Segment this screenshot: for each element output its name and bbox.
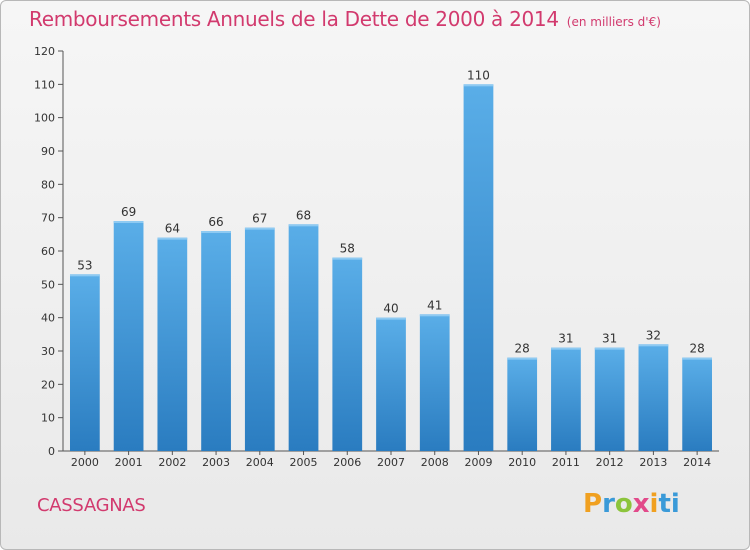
bar-highlight	[332, 257, 363, 260]
x-tick-label: 2014	[683, 456, 711, 469]
x-tick-label: 2008	[421, 456, 449, 469]
y-tick-label: 90	[41, 145, 55, 158]
bar	[288, 224, 319, 451]
data-label: 68	[296, 208, 311, 222]
bars	[69, 84, 713, 451]
y-tick-label: 40	[41, 312, 55, 325]
bar-highlight	[507, 357, 538, 360]
x-tick-label: 2010	[508, 456, 536, 469]
bar-highlight	[376, 317, 406, 320]
x-tick-label: 2011	[552, 456, 580, 469]
x-tick-label: 2002	[158, 456, 186, 469]
bar-highlight	[244, 227, 275, 230]
logo-letter: o	[614, 489, 633, 519]
data-label: 53	[77, 258, 92, 272]
data-label: 28	[689, 342, 704, 356]
proxiti-logo: Proxiti	[583, 489, 680, 519]
bar	[332, 257, 363, 451]
bar	[463, 84, 494, 451]
x-tick-label: 2006	[333, 456, 361, 469]
data-label: 66	[208, 215, 223, 229]
bar	[594, 347, 625, 451]
y-tick-label: 110	[34, 78, 55, 91]
logo-letter: P	[583, 489, 603, 519]
x-tick-label: 2012	[596, 456, 624, 469]
x-tick-label: 2001	[115, 456, 143, 469]
data-label: 28	[515, 342, 530, 356]
y-tick-label: 100	[34, 112, 55, 125]
bar	[157, 237, 188, 451]
y-tick-label: 70	[41, 212, 55, 225]
logo-letter: ti	[658, 489, 680, 519]
bar	[69, 274, 100, 451]
logo-letter: r	[602, 489, 615, 519]
data-label: 40	[383, 302, 398, 316]
bar	[551, 347, 581, 451]
commune-name: CASSAGNAS	[37, 495, 146, 516]
bar-highlight	[594, 347, 625, 350]
y-tick-label: 0	[48, 445, 55, 458]
x-tick-label: 2004	[246, 456, 274, 469]
bar	[638, 344, 669, 451]
bar-highlight	[551, 347, 581, 350]
bar-highlight	[419, 314, 450, 317]
bar-highlight	[201, 231, 231, 233]
bar-highlight	[113, 221, 144, 223]
y-tick-label: 50	[41, 278, 55, 291]
x-tick-label: 2003	[202, 456, 230, 469]
data-label: 58	[340, 242, 355, 256]
chart-title-text: Remboursements Annuels de la Dette de 20…	[29, 7, 559, 31]
chart-title: Remboursements Annuels de la Dette de 20…	[29, 7, 661, 31]
y-tick-label: 10	[41, 412, 55, 425]
bar	[201, 231, 231, 451]
y-tick-label: 20	[41, 378, 55, 391]
data-label: 64	[165, 222, 180, 236]
bar	[419, 314, 450, 451]
y-tick-label: 120	[34, 45, 55, 58]
bar-highlight	[463, 84, 494, 87]
logo-letter: i	[649, 489, 659, 519]
bar-highlight	[682, 357, 713, 360]
logo-letter: x	[632, 489, 650, 519]
bar	[244, 227, 275, 451]
bar-highlight	[157, 237, 188, 240]
x-tick-label: 2000	[71, 456, 99, 469]
data-label: 110	[467, 68, 490, 82]
bar-highlight	[288, 224, 319, 227]
bar	[113, 221, 144, 451]
data-label: 31	[558, 332, 573, 346]
y-tick-label: 30	[41, 345, 55, 358]
x-tick-label: 2013	[639, 456, 667, 469]
data-label: 69	[121, 205, 136, 219]
bar-highlight	[69, 274, 100, 277]
chart-subtitle: (en milliers d'€)	[566, 15, 661, 29]
bar-highlight	[638, 344, 669, 347]
data-label: 31	[602, 332, 617, 346]
data-label: 67	[252, 212, 267, 226]
y-tick-label: 60	[41, 245, 55, 258]
y-tick-label: 80	[41, 178, 55, 191]
data-label: 32	[646, 328, 661, 342]
bar	[507, 357, 538, 451]
x-tick-label: 2005	[290, 456, 318, 469]
data-label: 41	[427, 298, 442, 312]
x-tick-label: 2007	[377, 456, 405, 469]
x-tick-label: 2009	[464, 456, 492, 469]
bar	[682, 357, 713, 451]
value-labels: 2000 53 2001 69 2002 64 2003 66 2004 67 2005 68 2006…	[71, 68, 711, 469]
bar	[376, 317, 406, 451]
